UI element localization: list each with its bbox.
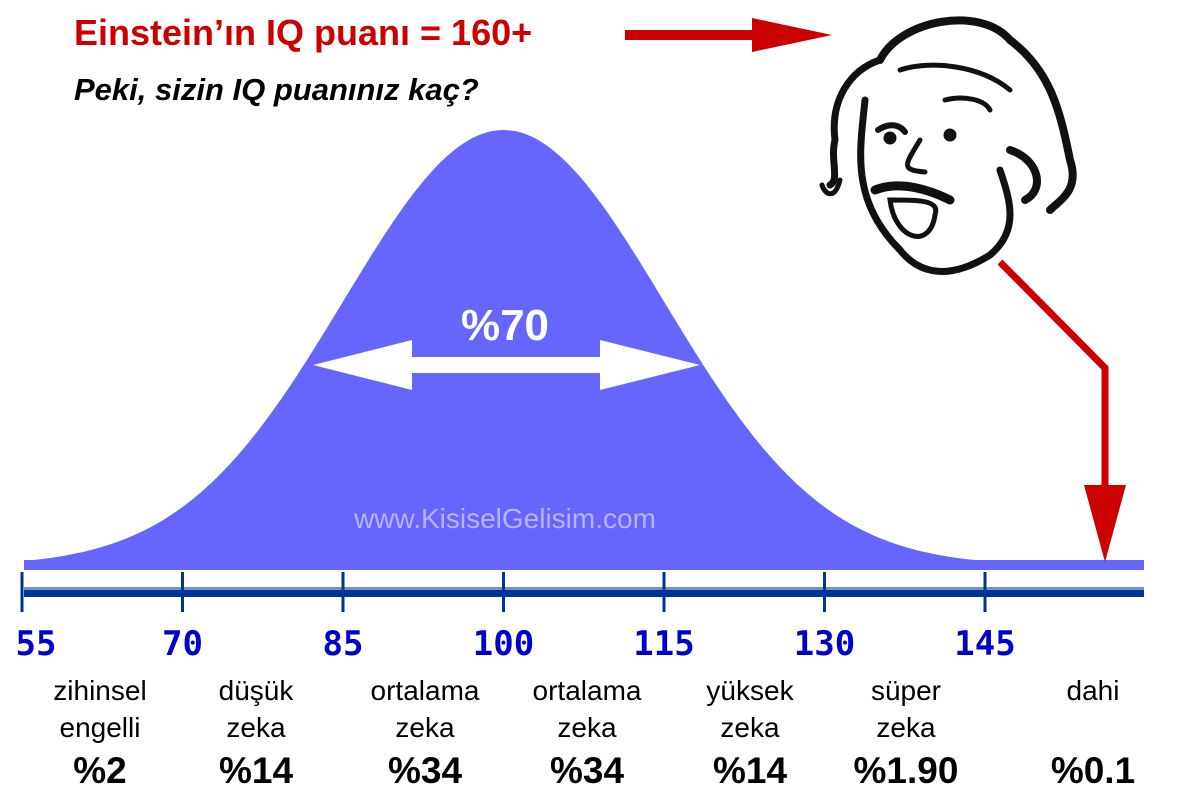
- red-arrow-down-icon: [997, 259, 1126, 562]
- category-label-line: zeka: [720, 712, 780, 743]
- einstein-portrait-icon: [819, 16, 1077, 275]
- category-percent: %34: [549, 750, 625, 791]
- category-label: düşük zeka: [171, 672, 341, 746]
- category-label: süper zeka: [821, 672, 991, 746]
- x-tick-mark: [341, 572, 345, 612]
- red-arrow-right-icon: [625, 18, 832, 52]
- category-percent: %34: [387, 750, 463, 791]
- x-tick-mark: [823, 572, 826, 612]
- x-tick-mark: [181, 572, 184, 612]
- category-label: yüksek zeka: [665, 672, 835, 746]
- x-axis-line: [24, 590, 1144, 597]
- x-tick-label: 55: [16, 624, 57, 664]
- baseline-band: [24, 560, 1144, 570]
- category-label-line: zeka: [557, 712, 617, 743]
- x-tick-mark: [502, 572, 505, 612]
- x-tick-mark: [20, 572, 24, 612]
- title: Einstein’ın IQ puanı = 160+: [74, 12, 533, 53]
- category-label-line: düşük: [218, 675, 294, 706]
- watermark: www.KisiselGelisim.com: [353, 503, 656, 534]
- subtitle: Peki, sizin IQ puanınız kaç?: [74, 72, 479, 107]
- x-tick-mark: [662, 572, 666, 612]
- category-label-line: ortalama: [370, 675, 480, 706]
- category-label-line: süper: [870, 675, 942, 706]
- x-tick-label: 100: [473, 624, 534, 664]
- category-percent: %14: [712, 750, 788, 791]
- range-label: %70: [461, 301, 549, 350]
- category-percent: %2: [73, 750, 127, 791]
- x-tick-label: 115: [633, 624, 694, 664]
- category-label-line: dahi: [1066, 675, 1120, 706]
- category-label: dahi: [1008, 672, 1178, 709]
- category-label: ortalama zeka: [340, 672, 510, 746]
- category-label-line: zeka: [395, 712, 455, 743]
- category-percent: %1.90: [853, 750, 959, 791]
- category-label-line: zeka: [226, 712, 286, 743]
- range-double-arrow-icon: [313, 340, 700, 390]
- x-tick-mark: [983, 572, 987, 612]
- category-label: zihinsel engelli: [15, 672, 185, 746]
- x-tick-label: 130: [794, 624, 855, 664]
- x-tick-label: 85: [323, 624, 364, 664]
- category-label-line: yüksek: [706, 675, 794, 706]
- category-label-line: engelli: [59, 712, 141, 743]
- category-label-line: zihinsel: [53, 675, 147, 706]
- category-label-line: ortalama: [532, 675, 642, 706]
- category-percent: %0.1: [1050, 750, 1136, 791]
- category-percent: %14: [218, 750, 294, 791]
- x-axis-line-highlight: [24, 587, 1144, 590]
- x-tick-label: 145: [954, 624, 1015, 664]
- category-label: ortalama zeka: [502, 672, 672, 746]
- bell-curve-area: [24, 130, 1144, 566]
- category-label-line: zeka: [876, 712, 936, 743]
- x-tick-label: 70: [162, 624, 203, 664]
